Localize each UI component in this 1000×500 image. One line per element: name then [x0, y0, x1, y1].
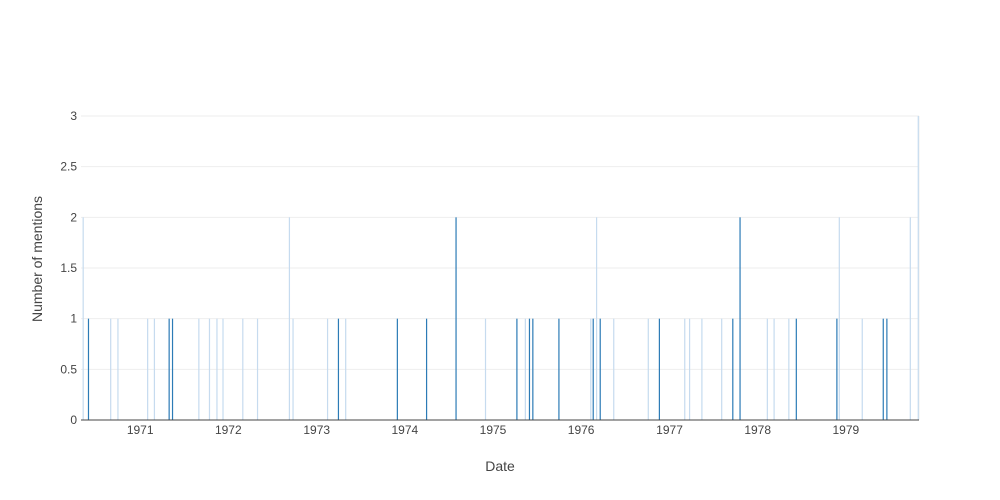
bar: [613, 318, 615, 420]
bar: [739, 217, 741, 420]
bar: [242, 318, 244, 420]
y-axis-title: Number of mentions: [29, 196, 45, 322]
bar: [168, 318, 170, 420]
bar: [484, 318, 487, 420]
bar: [684, 318, 686, 420]
bar: [590, 318, 592, 420]
bar: [599, 318, 601, 420]
bars: [82, 116, 919, 420]
bar: [222, 318, 224, 420]
bar: [147, 318, 149, 420]
x-tick-label: 1975: [480, 423, 507, 437]
y-tick-label: 0.5: [60, 362, 77, 376]
bar: [87, 318, 90, 420]
bar: [528, 318, 531, 420]
y-axis-ticks: 0 0.5 1 1.5 2 2.5 3: [60, 109, 77, 427]
bar: [345, 318, 347, 420]
x-tick-label: 1971: [127, 423, 154, 437]
bar: [732, 318, 734, 420]
bar: [688, 318, 691, 420]
x-tick-label: 1978: [744, 423, 771, 437]
bar: [838, 217, 840, 420]
bar: [558, 318, 560, 420]
bar: [788, 318, 790, 420]
x-axis-title: Date: [485, 458, 515, 474]
bar: [795, 318, 797, 420]
y-tick-label: 3: [70, 109, 77, 123]
bar: [516, 318, 518, 420]
x-tick-label: 1974: [391, 423, 418, 437]
bar: [153, 318, 156, 420]
bar: [256, 318, 259, 420]
y-tick-label: 1: [70, 312, 77, 326]
bar: [326, 318, 329, 420]
x-tick-label: 1976: [568, 423, 595, 437]
x-tick-label: 1977: [656, 423, 683, 437]
bar: [721, 318, 723, 420]
bar: [886, 318, 888, 420]
bar: [396, 318, 398, 420]
x-tick-label: 1973: [303, 423, 330, 437]
bar: [117, 318, 119, 420]
bar: [216, 318, 218, 420]
grid-lines: [81, 115, 920, 420]
bar: [208, 318, 211, 420]
bar: [110, 318, 112, 420]
bar: [882, 318, 884, 420]
y-tick-label: 2: [70, 210, 77, 224]
x-axis-ticks: 1971 1972 1973 1974 1975 1976 1977 1978 1979: [127, 423, 860, 437]
bar: [171, 318, 174, 420]
bar: [455, 217, 457, 420]
bar: [647, 318, 649, 420]
bar: [292, 318, 294, 420]
y-tick-label: 2.5: [60, 160, 77, 174]
bar: [909, 217, 911, 420]
x-tick-label: 1972: [215, 423, 242, 437]
y-tick-label: 0: [70, 413, 77, 427]
bar: [592, 318, 594, 420]
bar: [198, 318, 200, 420]
y-tick-label: 1.5: [60, 261, 77, 275]
bar: [917, 116, 919, 420]
bar: [82, 217, 84, 420]
bar: [425, 318, 428, 420]
bar: [337, 318, 340, 420]
bar: [766, 318, 768, 420]
bar: [836, 318, 838, 420]
bar: [773, 318, 775, 420]
x-tick-label: 1979: [832, 423, 859, 437]
bar: [658, 318, 660, 420]
bar: [701, 318, 703, 420]
bar: [288, 217, 291, 420]
bar: [595, 217, 598, 420]
bar: [524, 318, 526, 420]
bar: [861, 318, 863, 420]
bar: [532, 318, 534, 420]
